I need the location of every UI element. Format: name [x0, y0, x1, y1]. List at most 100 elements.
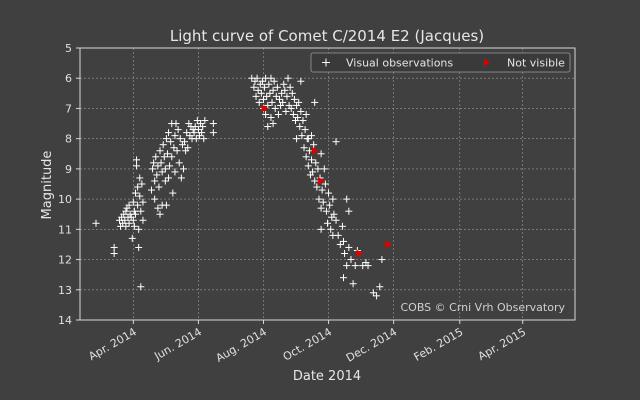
visual-observation-point — [162, 135, 170, 143]
visual-observation-point — [179, 165, 187, 173]
visual-observation-point — [171, 168, 179, 176]
visual-observation-point — [125, 201, 133, 209]
visual-observation-point — [165, 129, 173, 137]
visual-observation-point — [183, 129, 191, 137]
visual-observation-point — [297, 107, 305, 115]
visual-observation-point — [318, 186, 326, 194]
visual-observation-point — [297, 77, 305, 85]
not-visible-point — [385, 240, 393, 249]
visual-observation-point — [169, 189, 177, 197]
visual-observation-point — [209, 129, 217, 137]
visual-observation-point — [134, 201, 142, 209]
visual-observation-point — [319, 198, 327, 206]
visual-observation-point — [302, 110, 310, 118]
visual-observation-point — [287, 104, 295, 112]
legend-box — [310, 52, 571, 73]
visual-observation-point — [279, 98, 287, 106]
visual-observation-point — [330, 210, 338, 218]
visual-observation-point — [133, 156, 141, 164]
visual-observation-point — [175, 159, 183, 167]
y-tick-label: 10 — [58, 193, 72, 206]
visual-observation-point — [255, 98, 263, 106]
visual-observation-point — [283, 92, 291, 100]
visual-observation-point — [176, 135, 184, 143]
visual-observation-point — [139, 216, 147, 224]
visual-observation-point — [157, 159, 165, 167]
visual-observation-point — [252, 92, 260, 100]
visual-observation-point — [298, 132, 306, 140]
visual-observation-point — [128, 234, 136, 242]
y-axis: 5 6 7 8 9 10 11 12 13 14 — [58, 42, 80, 327]
visual-observation-point — [170, 144, 178, 152]
visual-observation-point — [147, 186, 155, 194]
visual-observation-point — [275, 95, 283, 103]
visual-observation-point — [135, 243, 143, 251]
visual-observation-point — [296, 123, 304, 131]
visual-observation-point — [290, 95, 298, 103]
not-visible-point — [356, 249, 364, 258]
not-visible-point — [318, 176, 326, 185]
visual-observation-point — [373, 292, 381, 300]
not-visible-point — [261, 104, 269, 113]
visual-observation-point — [325, 189, 333, 197]
visual-observation-point — [139, 198, 147, 206]
y-tick-label: 6 — [65, 72, 72, 85]
visual-observation-point — [136, 192, 144, 200]
visual-observation-point — [317, 225, 325, 233]
visual-observation-point — [267, 114, 275, 122]
visual-observation-point — [301, 126, 309, 134]
visual-observation-point — [299, 117, 307, 125]
visual-observation-point — [264, 123, 272, 131]
visual-observation-point — [136, 174, 144, 182]
visual-observation-point — [156, 210, 164, 218]
visual-observation-point — [133, 162, 141, 170]
visual-observation-point — [345, 243, 353, 251]
y-tick-label: 9 — [65, 163, 72, 176]
visual-observation-point — [151, 195, 159, 203]
visual-observation-point — [314, 165, 322, 173]
visual-observation-point — [267, 74, 275, 82]
visual-observation-point — [137, 207, 145, 215]
visual-observation-point — [295, 98, 303, 106]
visual-observation-point — [163, 150, 171, 158]
chart-title: Light curve of Comet C/2014 E2 (Jacques) — [170, 27, 484, 45]
visual-observation-point — [263, 92, 271, 100]
visual-observation-point — [311, 98, 319, 106]
visual-observation-point — [168, 153, 176, 161]
visual-observation-point — [302, 153, 310, 161]
visual-observation-point — [329, 231, 337, 239]
visual-observation-point — [153, 171, 161, 179]
visual-observation-point — [258, 77, 266, 85]
visual-observation-point — [313, 183, 321, 191]
visual-observation-point — [174, 126, 182, 134]
visual-observation-point — [250, 83, 258, 91]
visual-observation-point — [177, 174, 185, 182]
legend-marker-visual — [322, 58, 330, 67]
visual-observation-point — [324, 219, 331, 227]
visual-observation-point — [259, 95, 267, 103]
visual-observation-point — [305, 147, 313, 155]
visual-observation-point — [321, 180, 329, 188]
visual-observation-point — [190, 129, 198, 137]
visual-observation-point — [312, 159, 320, 167]
visual-observation-point — [156, 147, 164, 155]
visual-observation-point — [338, 222, 346, 230]
visual-observation-point — [193, 117, 201, 125]
visual-observation-point — [284, 74, 292, 82]
visual-observation-point — [130, 207, 138, 215]
visual-observation-point — [315, 195, 323, 203]
visual-observation-point — [300, 144, 308, 152]
visual-observation-point — [343, 262, 351, 270]
visual-observation-point — [194, 126, 202, 134]
visual-observation-point — [317, 150, 325, 158]
visual-observation-point — [165, 174, 173, 182]
visual-observation-point — [181, 138, 189, 146]
y-axis-label: Magnitude — [40, 151, 55, 220]
y-tick-label: 12 — [58, 254, 72, 267]
visual-observation-point — [262, 110, 270, 118]
visual-observation-point — [158, 168, 166, 176]
visual-observation-point — [329, 195, 337, 203]
visual-observation-point — [167, 138, 175, 146]
visual-observation-point — [161, 165, 169, 173]
visual-observation-point — [349, 280, 357, 288]
